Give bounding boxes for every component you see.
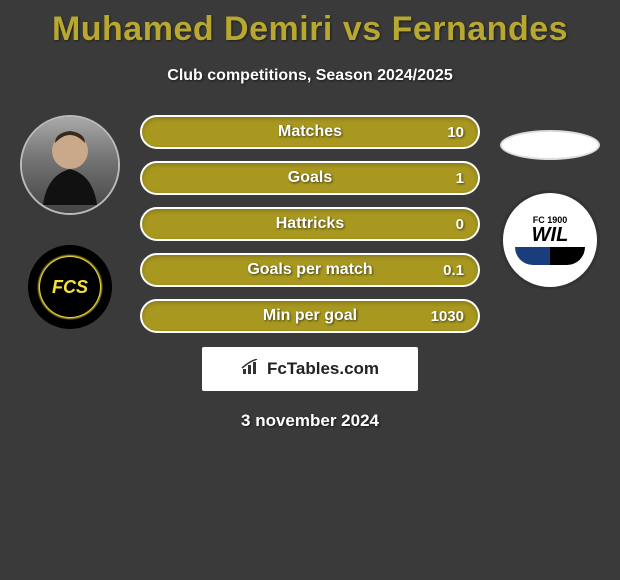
stat-bar-goals: Goals 1 [140, 161, 480, 195]
footer-brand-box[interactable]: FcTables.com [202, 347, 418, 391]
player-left-avatar [20, 115, 120, 215]
stat-label: Hattricks [276, 215, 344, 233]
stat-value-right: 10 [447, 124, 464, 141]
stat-label: Goals per match [247, 261, 372, 279]
player-right-club-badge: FC 1900 WIL [500, 190, 600, 290]
stats-bars: Matches 10 Goals 1 Hattricks 0 Goals per… [140, 115, 480, 333]
club-right-swoosh-icon [515, 247, 585, 265]
stat-value-right: 1030 [431, 308, 464, 325]
page-title: Muhamed Demiri vs Fernandes [0, 0, 620, 49]
stat-label: Goals [288, 169, 332, 187]
club-left-initials: FCS [40, 257, 100, 317]
stat-value-right: 1 [456, 170, 464, 187]
subtitle: Club competitions, Season 2024/2025 [0, 67, 620, 85]
stat-bar-matches: Matches 10 [140, 115, 480, 149]
stat-label: Matches [278, 123, 342, 141]
stat-bar-hattricks: Hattricks 0 [140, 207, 480, 241]
stat-value-right: 0 [456, 216, 464, 233]
stat-bar-goals-per-match: Goals per match 0.1 [140, 253, 480, 287]
avatar-placeholder-icon [22, 117, 118, 213]
stat-bar-min-per-goal: Min per goal 1030 [140, 299, 480, 333]
date-label: 3 november 2024 [0, 411, 620, 431]
right-player-column: FC 1900 WIL [490, 115, 610, 290]
footer-brand-text: FcTables.com [267, 359, 379, 379]
player-right-avatar-placeholder [500, 130, 600, 160]
stat-label: Min per goal [263, 307, 357, 325]
left-player-column: FCS [10, 115, 130, 329]
content-area: FCS FC 1900 WIL Matches 10 Goals 1 Hattr… [0, 115, 620, 431]
club-right-mid: WIL [532, 225, 569, 245]
player-left-club-badge: FCS [28, 245, 112, 329]
stat-value-right: 0.1 [443, 262, 464, 279]
chart-icon [241, 359, 261, 380]
person-icon [35, 125, 105, 205]
